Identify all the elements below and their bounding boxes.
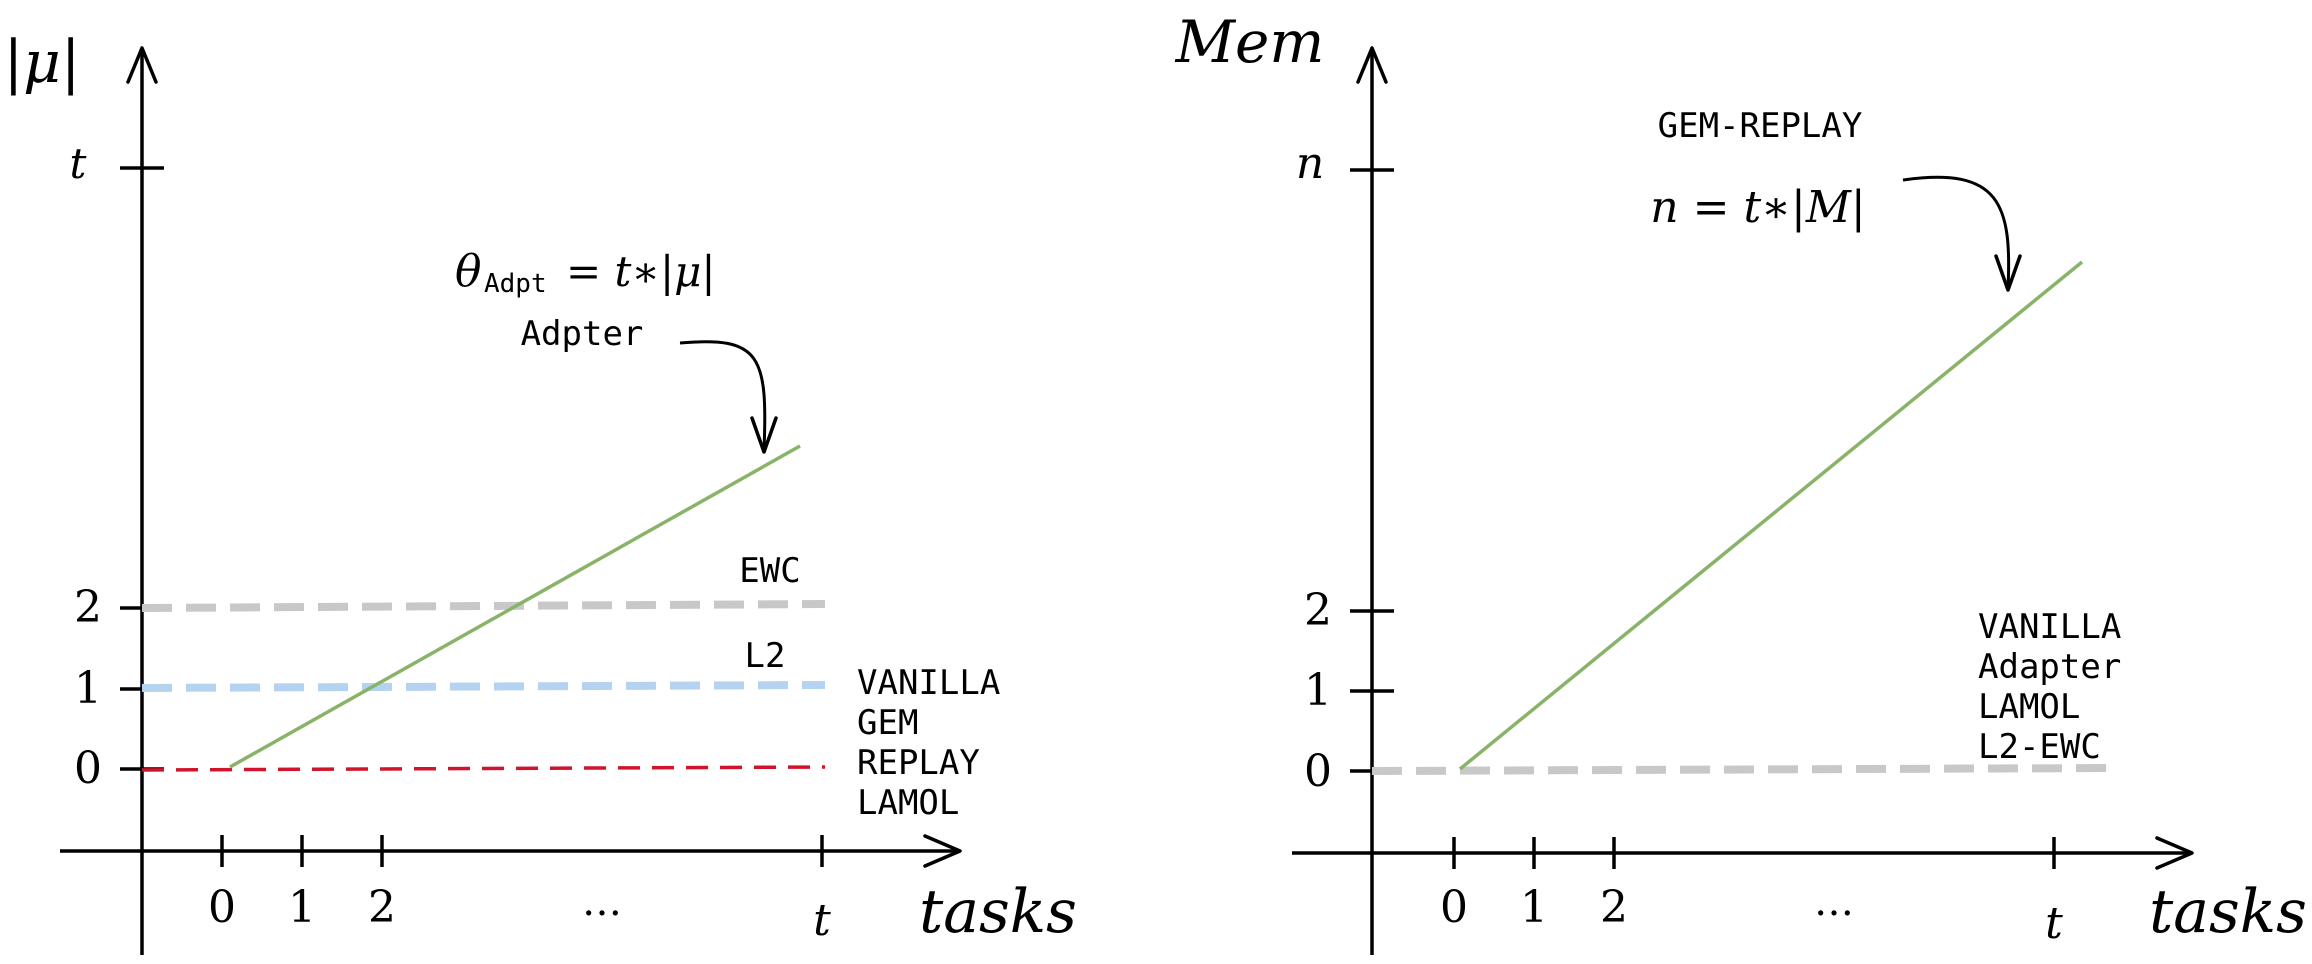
- left-xtick-label-ellipsis: …: [582, 879, 622, 925]
- left-formula-subscript: Adpt: [484, 269, 547, 299]
- left-ytick-label-0: 0: [74, 743, 102, 794]
- right-xtick-label-0: 0: [1440, 882, 1468, 933]
- right-xtick-label-2: 2: [1600, 882, 1628, 933]
- right-y-axis-label: Mem: [1175, 8, 1325, 76]
- left-panel: t 2 1 0 0 1 2 … t |μ| tasks EWC L2 VANIL…: [4, 28, 1077, 955]
- left-xtick-label-0: 0: [208, 882, 236, 933]
- left-line-l2: [141, 681, 826, 692]
- left-xtick-label-2: 2: [368, 882, 396, 933]
- left-formula-theta: θ: [455, 246, 482, 297]
- left-label-zero-0: VANILLA: [857, 663, 1000, 703]
- right-x-axis-label: tasks: [2149, 877, 2307, 947]
- right-y-arrowhead: [1356, 46, 1388, 84]
- right-x-arrowhead: [2155, 836, 2194, 870]
- right-annotation-arrow: [1902, 175, 2011, 289]
- left-xtick-label-t: t: [813, 895, 831, 946]
- left-ytick-label-1: 1: [74, 663, 102, 714]
- right-ytick-label-2: 2: [1304, 585, 1332, 636]
- left-xtick-label-1: 1: [288, 882, 316, 933]
- left-y-arrowhead: [126, 46, 158, 84]
- left-ytick-label-2: 2: [74, 582, 102, 633]
- right-panel: n 2 1 0 0 1 2 … t Mem tasks VANILLA Adap…: [1175, 8, 2307, 955]
- left-x-axis-label: tasks: [919, 877, 1077, 947]
- right-xtick-label-1: 1: [1520, 882, 1548, 933]
- right-formula: n = t∗|M|: [1650, 182, 1865, 233]
- left-y-axis-label: |μ|: [4, 28, 81, 96]
- left-label-ewc: EWC: [739, 551, 800, 591]
- right-ytick-label-1: 1: [1304, 665, 1332, 716]
- left-label-zero-3: LAMOL: [857, 783, 959, 823]
- right-ytick-label-n: n: [1296, 138, 1324, 189]
- right-annotation-arrowhead: [1994, 254, 2022, 292]
- left-x-arrowhead: [923, 834, 962, 868]
- left-label-l2: L2: [745, 636, 786, 676]
- right-label-gem-replay: GEM-REPLAY: [1658, 106, 1863, 146]
- left-line-zero-group: [141, 765, 826, 772]
- right-xtick-label-t: t: [2045, 898, 2063, 949]
- left-label-adapter: Adpter: [521, 314, 644, 354]
- left-line-adapter: [229, 444, 801, 769]
- right-line-zero-group: [1371, 764, 2113, 775]
- right-label-zero-0: VANILLA: [1978, 607, 2121, 647]
- left-annotation-arrowhead: [750, 416, 778, 454]
- left-label-zero-1: GEM: [857, 703, 918, 743]
- right-xtick-label-ellipsis: …: [1814, 879, 1854, 925]
- right-label-zero-3: L2-EWC: [1978, 727, 2101, 767]
- right-ytick-label-0: 0: [1304, 746, 1332, 797]
- left-ytick-label-t: t: [70, 139, 87, 188]
- right-label-zero-1: Adapter: [1978, 647, 2121, 687]
- left-line-ewc: [141, 600, 826, 612]
- left-formula-rhs: = t∗|μ|: [566, 247, 716, 296]
- right-line-gem-replay: [1458, 260, 2084, 771]
- left-label-zero-2: REPLAY: [857, 743, 980, 783]
- left-annotation-arrow: [679, 340, 767, 451]
- right-label-zero-2: LAMOL: [1978, 687, 2080, 727]
